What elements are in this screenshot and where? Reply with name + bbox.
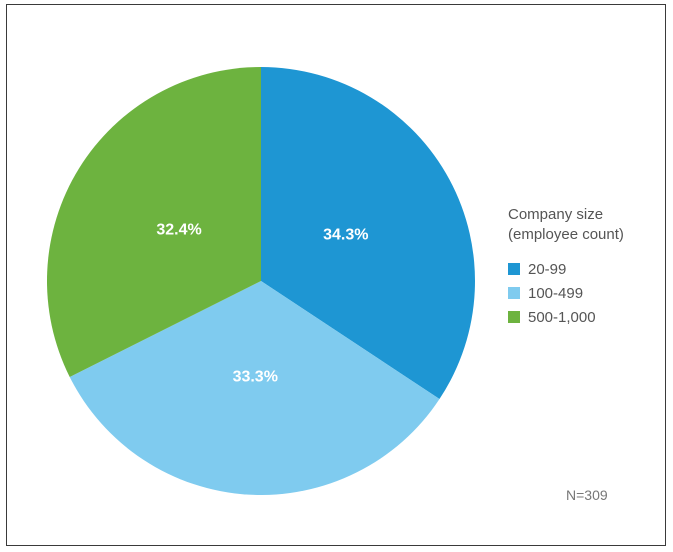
pie-slice-20-99 [261, 67, 475, 400]
legend-swatch-20-99 [508, 263, 520, 275]
legend-item-100-499: 100-499 [508, 281, 658, 305]
pie-label-100-499: 33.3% [233, 368, 278, 385]
legend-label-100-499: 100-499 [528, 284, 584, 302]
pie-slice-100-499 [69, 281, 440, 495]
pie-slice-500-1000 [46, 67, 261, 377]
legend-label-500-1000: 500-1,000 [528, 308, 596, 326]
legend-swatch-100-499 [508, 287, 520, 299]
legend: Company size (employee count) 20-99 100-… [508, 205, 658, 329]
legend-title-line-1: Company size [508, 206, 604, 223]
legend-label-20-99: 20-99 [528, 260, 567, 278]
pie-label-500-1000: 32.4% [156, 222, 201, 239]
legend-swatch-500-1000 [508, 311, 520, 323]
legend-title: Company size (employee count) [508, 205, 658, 245]
pie-label-20-99: 34.3% [323, 227, 368, 244]
sample-size-note: N=309 [566, 487, 608, 503]
legend-item-500-1000: 500-1,000 [508, 305, 658, 329]
legend-title-line-2: (employee count) [508, 226, 624, 243]
legend-item-20-99: 20-99 [508, 257, 658, 281]
